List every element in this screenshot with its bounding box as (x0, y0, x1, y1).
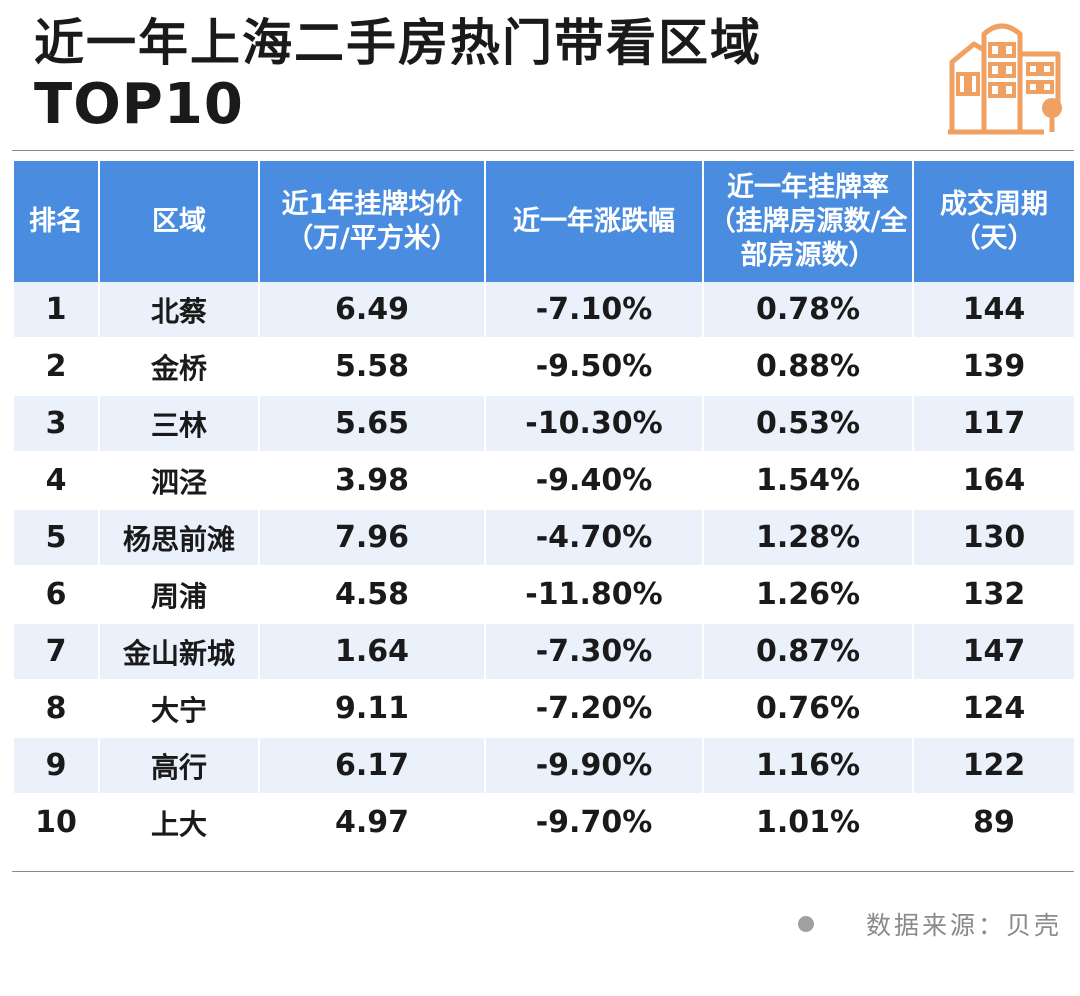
table-header-row: 排名 区域 近1年挂牌均价（万/平方米） 近一年涨跌幅 近一年挂牌率（挂牌房源数… (14, 161, 1074, 282)
table-row: 6 周浦 4.58 -11.80% 1.26% 132 (14, 567, 1074, 624)
title-block: 近一年上海二手房热门带看区域 TOP10 (34, 12, 762, 136)
header-avg-price: 近1年挂牌均价（万/平方米） (260, 161, 486, 282)
cell-listing-rate: 0.76% (704, 681, 914, 738)
cell-rank: 9 (14, 738, 100, 795)
cell-deal-cycle: 124 (914, 681, 1074, 738)
cell-deal-cycle: 122 (914, 738, 1074, 795)
table-row: 2 金桥 5.58 -9.50% 0.88% 139 (14, 339, 1074, 396)
cell-deal-cycle: 130 (914, 510, 1074, 567)
cell-avg-price: 6.49 (260, 282, 486, 339)
cell-area: 周浦 (100, 567, 260, 624)
cell-avg-price: 4.97 (260, 795, 486, 852)
cell-listing-rate: 0.87% (704, 624, 914, 681)
cell-change: -4.70% (486, 510, 704, 567)
cell-rank: 8 (14, 681, 100, 738)
cell-rank: 10 (14, 795, 100, 852)
table-row: 3 三林 5.65 -10.30% 0.53% 117 (14, 396, 1074, 453)
cell-deal-cycle: 139 (914, 339, 1074, 396)
cell-rank: 1 (14, 282, 100, 339)
header-rank: 排名 (14, 161, 100, 282)
cell-listing-rate: 0.88% (704, 339, 914, 396)
cell-area: 大宁 (100, 681, 260, 738)
header-area: 区域 (100, 161, 260, 282)
cell-avg-price: 4.58 (260, 567, 486, 624)
cell-change: -7.30% (486, 624, 704, 681)
header-change: 近一年涨跌幅 (486, 161, 704, 282)
top-divider (12, 150, 1074, 151)
cell-change: -9.70% (486, 795, 704, 852)
cell-change: -9.40% (486, 453, 704, 510)
cell-listing-rate: 1.01% (704, 795, 914, 852)
cell-deal-cycle: 147 (914, 624, 1074, 681)
cell-avg-price: 5.58 (260, 339, 486, 396)
cell-rank: 2 (14, 339, 100, 396)
cell-rank: 3 (14, 396, 100, 453)
ranking-table: 排名 区域 近1年挂牌均价（万/平方米） 近一年涨跌幅 近一年挂牌率（挂牌房源数… (14, 161, 1074, 852)
cell-change: -10.30% (486, 396, 704, 453)
header-deal-cycle: 成交周期（天） (914, 161, 1074, 282)
page-title: 近一年上海二手房热门带看区域 (34, 14, 762, 72)
cell-change: -9.90% (486, 738, 704, 795)
header-listing-rate: 近一年挂牌率（挂牌房源数/全部房源数） (704, 161, 914, 282)
cell-area: 上大 (100, 795, 260, 852)
cell-area: 高行 (100, 738, 260, 795)
cell-rank: 6 (14, 567, 100, 624)
cell-listing-rate: 0.78% (704, 282, 914, 339)
cell-change: -7.10% (486, 282, 704, 339)
table-row: 4 泗泾 3.98 -9.40% 1.54% 164 (14, 453, 1074, 510)
cell-area: 三林 (100, 396, 260, 453)
source-text: 数据来源：贝壳 (865, 911, 1062, 940)
cell-rank: 7 (14, 624, 100, 681)
cell-area: 金山新城 (100, 624, 260, 681)
cell-avg-price: 5.65 (260, 396, 486, 453)
cell-area: 北蔡 (100, 282, 260, 339)
cell-deal-cycle: 89 (914, 795, 1074, 852)
source-note: 数据来源：贝壳 (797, 906, 1062, 942)
bullet-dot-icon (797, 916, 814, 932)
cell-avg-price: 7.96 (260, 510, 486, 567)
cell-change: -11.80% (486, 567, 704, 624)
table-row: 1 北蔡 6.49 -7.10% 0.78% 144 (14, 282, 1074, 339)
cell-avg-price: 9.11 (260, 681, 486, 738)
cell-avg-price: 3.98 (260, 453, 486, 510)
cell-change: -7.20% (486, 681, 704, 738)
table-row: 10 上大 4.97 -9.70% 1.01% 89 (14, 795, 1074, 852)
cell-rank: 4 (14, 453, 100, 510)
page-title-top10: TOP10 (34, 72, 244, 137)
cell-listing-rate: 1.28% (704, 510, 914, 567)
table-row: 7 金山新城 1.64 -7.30% 0.87% 147 (14, 624, 1074, 681)
table-row: 8 大宁 9.11 -7.20% 0.76% 124 (14, 681, 1074, 738)
table-row: 5 杨思前滩 7.96 -4.70% 1.28% 130 (14, 510, 1074, 567)
cell-listing-rate: 1.54% (704, 453, 914, 510)
cell-avg-price: 1.64 (260, 624, 486, 681)
buildings-icon (948, 23, 1062, 135)
bottom-divider (12, 871, 1074, 872)
cell-listing-rate: 0.53% (704, 396, 914, 453)
cell-deal-cycle: 164 (914, 453, 1074, 510)
cell-rank: 5 (14, 510, 100, 567)
cell-area: 杨思前滩 (100, 510, 260, 567)
cell-deal-cycle: 117 (914, 396, 1074, 453)
cell-listing-rate: 1.16% (704, 738, 914, 795)
table-row: 9 高行 6.17 -9.90% 1.16% 122 (14, 738, 1074, 795)
cell-listing-rate: 1.26% (704, 567, 914, 624)
cell-change: -9.50% (486, 339, 704, 396)
cell-avg-price: 6.17 (260, 738, 486, 795)
cell-deal-cycle: 144 (914, 282, 1074, 339)
cell-area: 泗泾 (100, 453, 260, 510)
cell-deal-cycle: 132 (914, 567, 1074, 624)
cell-area: 金桥 (100, 339, 260, 396)
